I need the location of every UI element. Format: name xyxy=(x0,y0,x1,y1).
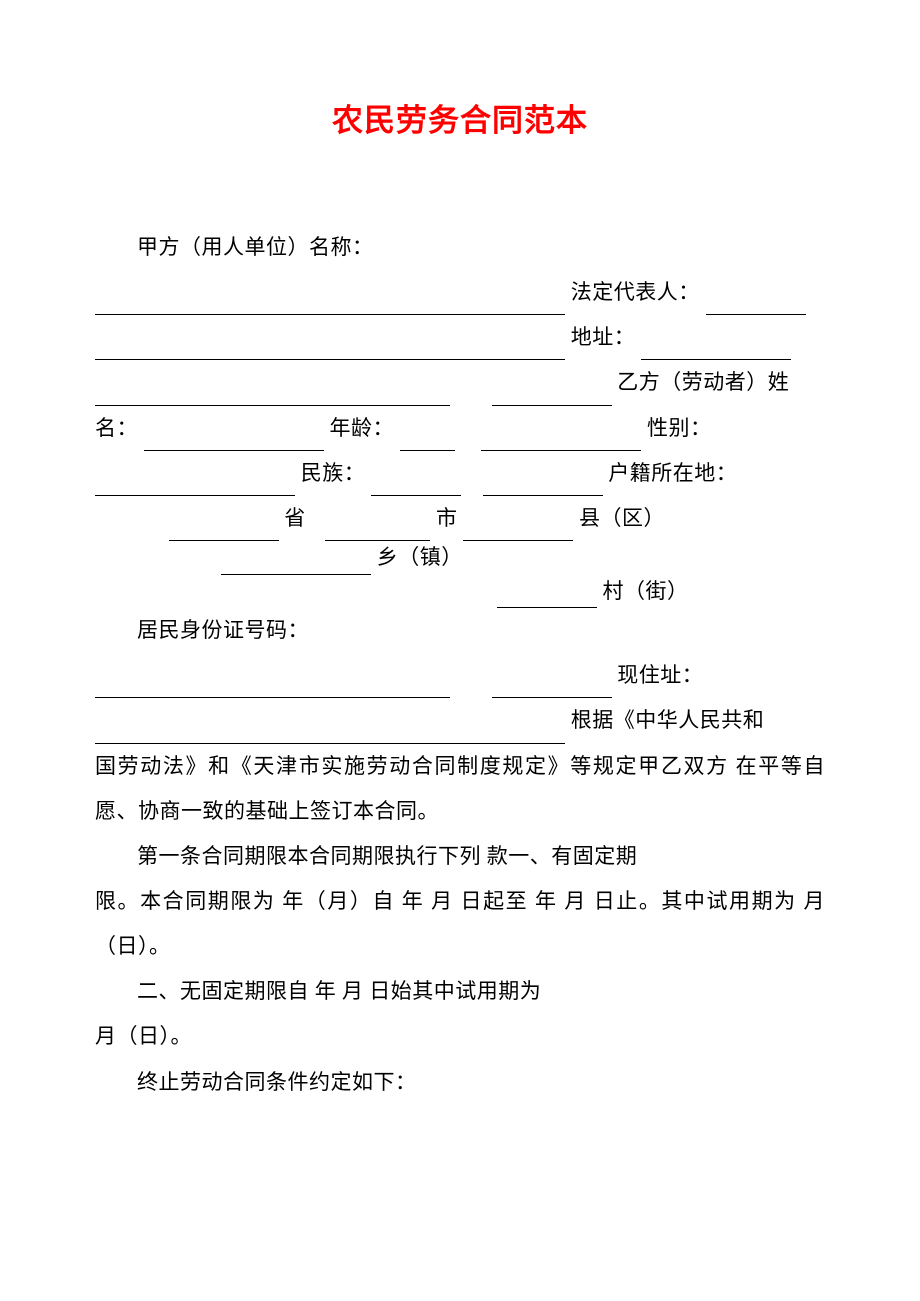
article2-text1: 二、无固定期限自 年 月 日始其中试用期为 xyxy=(137,979,541,1003)
article1-row1: 第一条合同期限本合同期限执行下列 款一、有固定期 xyxy=(95,834,825,879)
age-label: 年龄： xyxy=(330,416,395,440)
basis-text: 国劳动法》和《天津市实施劳动合同制度规定》等规定甲乙双方 在平等自愿、协商一致的… xyxy=(95,754,825,823)
age-field[interactable] xyxy=(400,432,455,451)
legal-rep-label: 法定代表人： xyxy=(571,280,700,304)
article1-row2: 限。本合同期限为 年（月）自 年 月 日起至 年 月 日止。其中试用期为 月（日… xyxy=(95,879,825,969)
id-field[interactable] xyxy=(95,680,450,699)
ethnicity-household-row: 民族： 户籍所在地： xyxy=(95,451,825,496)
province-city-county-row: 省 市 县（区） xyxy=(95,496,825,541)
province-field[interactable] xyxy=(169,522,279,541)
address-row: 地址： xyxy=(95,315,825,360)
id-number-label: 居民身份证号码： xyxy=(137,618,309,642)
article2-row2: 月（日）。 xyxy=(95,1014,825,1059)
party-a-label: 甲方（用人单位）名称： xyxy=(137,235,374,259)
party-a-name-row: 甲方（用人单位）名称： xyxy=(95,225,825,270)
address-label: 地址： xyxy=(571,325,636,349)
legal-rep-field[interactable] xyxy=(706,296,806,315)
village-label: 村（街） xyxy=(603,579,689,603)
gender-field[interactable] xyxy=(95,477,295,496)
party-b-row: 乙方（劳动者）姓 xyxy=(95,360,825,405)
county-label: 县（区） xyxy=(579,506,665,530)
article1-text1: 第一条合同期限本合同期限执行下列 款一、有固定期 xyxy=(137,844,637,868)
id-field-2[interactable] xyxy=(492,680,612,699)
township-field[interactable] xyxy=(221,556,371,575)
basis-prefix: 根据《中华人民共和 xyxy=(571,708,765,732)
ethnicity-field-2[interactable] xyxy=(483,477,603,496)
current-address-row: 现住址： xyxy=(95,653,825,698)
province-label: 省 xyxy=(284,506,306,530)
article2-text2: 月（日）。 xyxy=(95,1024,192,1048)
city-field[interactable] xyxy=(325,522,430,541)
party-a-name-field[interactable] xyxy=(95,296,565,315)
household-label: 户籍所在地： xyxy=(608,461,737,485)
age-field-2[interactable] xyxy=(481,432,641,451)
name-field[interactable] xyxy=(144,432,324,451)
article1-text2: 限。本合同期限为 年（月）自 年 月 日起至 年 月 日止。其中试用期为 月（日… xyxy=(95,889,825,958)
current-address-label: 现住址： xyxy=(617,663,703,687)
current-address-field[interactable] xyxy=(95,725,565,744)
name-age-gender-row: 名： 年龄： 性别： xyxy=(95,406,825,451)
party-b-label: 乙方（劳动者）姓 xyxy=(617,370,789,394)
basis-row: 根据《中华人民共和 xyxy=(95,698,825,743)
address-field-2[interactable] xyxy=(95,387,450,406)
document-title: 农民劳务合同范本 xyxy=(95,95,825,140)
id-number-row: 居民身份证号码： xyxy=(95,608,825,653)
termination-label: 终止劳动合同条件约定如下： xyxy=(137,1070,417,1094)
city-label: 市 xyxy=(436,506,458,530)
name-label: 名： xyxy=(95,416,138,440)
legal-rep-row: 法定代表人： xyxy=(95,270,825,315)
address-field-3[interactable] xyxy=(492,387,612,406)
gender-label: 性别： xyxy=(647,416,712,440)
ethnicity-field[interactable] xyxy=(371,477,461,496)
ethnicity-label: 民族： xyxy=(301,461,366,485)
township-label: 乡（镇） xyxy=(377,545,463,569)
village-field[interactable] xyxy=(497,589,597,608)
township-village-row: 乡（镇） 村（街） xyxy=(95,541,825,608)
article2-row1: 二、无固定期限自 年 月 日始其中试用期为 xyxy=(95,969,825,1014)
county-field[interactable] xyxy=(463,522,573,541)
basis-continuation: 国劳动法》和《天津市实施劳动合同制度规定》等规定甲乙双方 在平等自愿、协商一致的… xyxy=(95,744,825,834)
legal-rep-line[interactable] xyxy=(95,342,565,361)
address-field-1[interactable] xyxy=(641,342,791,361)
termination-row: 终止劳动合同条件约定如下： xyxy=(95,1060,825,1105)
